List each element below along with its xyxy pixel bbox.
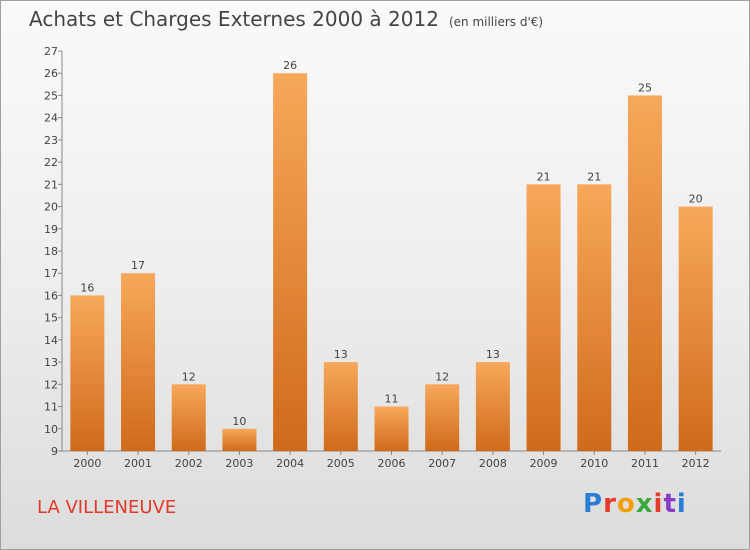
y-tick-label: 18 bbox=[44, 245, 58, 258]
y-tick-label: 9 bbox=[51, 445, 58, 458]
value-label: 17 bbox=[131, 259, 145, 272]
x-tick-label: 2012 bbox=[682, 457, 710, 470]
x-tick-label: 2003 bbox=[225, 457, 253, 470]
town-name: LA VILLENEUVE bbox=[37, 497, 177, 518]
y-tick-label: 16 bbox=[44, 289, 58, 302]
y-tick-label: 14 bbox=[44, 334, 58, 347]
bar-2003 bbox=[222, 428, 257, 451]
y-tick-label: 25 bbox=[44, 89, 58, 102]
value-label: 25 bbox=[638, 81, 652, 94]
x-tick-label: 2011 bbox=[631, 457, 659, 470]
bar-2009 bbox=[526, 184, 561, 452]
chart-title-text: Achats et Charges Externes 2000 à 2012 bbox=[29, 7, 439, 31]
axes: 9 10 11 12 13 14 15 16 17 18 19 20 21 22 23 24 25 26 27 200… bbox=[44, 45, 721, 470]
bar-2008 bbox=[475, 362, 510, 451]
bar-2000 bbox=[70, 295, 105, 451]
x-tick-label: 2010 bbox=[580, 457, 608, 470]
y-tick-label: 20 bbox=[44, 201, 58, 214]
bar-2005 bbox=[323, 362, 358, 451]
bars bbox=[70, 73, 713, 452]
x-tick-label: 2002 bbox=[175, 457, 203, 470]
value-label: 13 bbox=[486, 348, 500, 361]
bar-2001 bbox=[121, 273, 156, 451]
y-tick-label: 11 bbox=[44, 401, 58, 414]
value-labels: 16 17 12 10 26 13 11 12 13 21 21 25 20 bbox=[80, 59, 702, 428]
y-tick-label: 21 bbox=[44, 178, 58, 191]
bar-2011 bbox=[627, 95, 662, 451]
value-label: 11 bbox=[385, 393, 399, 406]
y-tick-label: 17 bbox=[44, 267, 58, 280]
y-tick-label: 22 bbox=[44, 156, 58, 169]
y-tick-label: 27 bbox=[44, 45, 58, 58]
value-label: 12 bbox=[182, 370, 196, 383]
bar-2012 bbox=[678, 206, 713, 451]
x-tick-label: 2005 bbox=[327, 457, 355, 470]
y-tick-label: 23 bbox=[44, 134, 58, 147]
chart-title: Achats et Charges Externes 2000 à 2012 (e… bbox=[29, 7, 543, 31]
proxiti-logo: Proxiti bbox=[583, 489, 687, 519]
value-label: 21 bbox=[587, 170, 601, 183]
bar-2006 bbox=[374, 406, 409, 451]
value-label: 26 bbox=[283, 59, 297, 72]
x-tick-label: 2008 bbox=[479, 457, 507, 470]
chart-subtitle: (en milliers d'€) bbox=[448, 15, 544, 29]
y-tick-label: 26 bbox=[44, 67, 58, 80]
value-label: 21 bbox=[537, 170, 551, 183]
y-tick-label: 12 bbox=[44, 378, 58, 391]
value-label: 13 bbox=[334, 348, 348, 361]
bar-2010 bbox=[577, 184, 612, 452]
y-tick-label: 10 bbox=[44, 423, 58, 436]
y-tick-label: 13 bbox=[44, 356, 58, 369]
x-tick-label: 2009 bbox=[530, 457, 558, 470]
x-tick-label: 2001 bbox=[124, 457, 152, 470]
y-tick-label: 15 bbox=[44, 312, 58, 325]
x-tick-label: 2004 bbox=[276, 457, 304, 470]
bar-2002 bbox=[171, 384, 206, 451]
bar-2007 bbox=[425, 384, 460, 451]
value-label: 20 bbox=[689, 193, 703, 206]
x-tick-label: 2000 bbox=[73, 457, 101, 470]
y-tick-label: 19 bbox=[44, 223, 58, 236]
value-label: 12 bbox=[435, 370, 449, 383]
bar-2004 bbox=[273, 73, 308, 451]
x-tick-label: 2006 bbox=[378, 457, 406, 470]
y-tick-label: 24 bbox=[44, 112, 58, 125]
value-label: 10 bbox=[232, 415, 246, 428]
value-label: 16 bbox=[80, 281, 94, 294]
x-tick-label: 2007 bbox=[428, 457, 456, 470]
